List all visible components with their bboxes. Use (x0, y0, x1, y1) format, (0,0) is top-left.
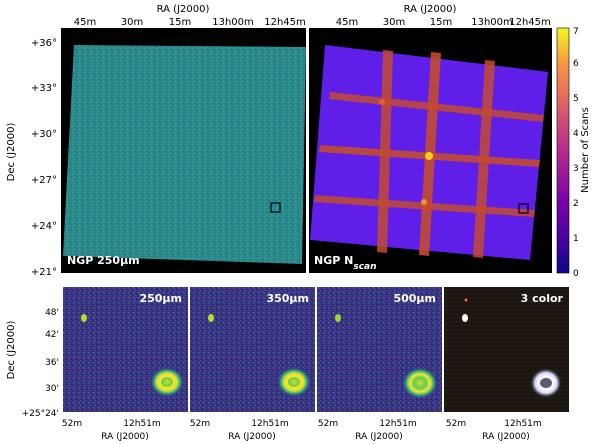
colorbar-tick: 7 (573, 27, 579, 37)
bottom-panel-3color: 3 color (444, 287, 569, 412)
ra-tick-labels-right: 45m 30m 15m 13h00m 12h45m (336, 17, 551, 28)
ra-tick: 13h00m (471, 17, 513, 28)
ra-tick: 12h51m (504, 419, 541, 429)
ra-tick: 52m (318, 419, 338, 429)
colorbar-tick: 3 (573, 164, 579, 174)
ra-tick: 12h45m (264, 17, 306, 28)
bottom-dec-ticks: 48' 42' 36' 30' +25°24' (22, 308, 59, 419)
galaxy-ring (286, 375, 302, 389)
band-label: 250μm (139, 292, 182, 305)
ra-axis-label: RA (J2000) (404, 4, 457, 15)
colorbar-tick: 2 (573, 199, 579, 209)
band-label: 3 color (521, 292, 564, 305)
colorbar: 0 1 2 3 4 5 6 7 Number of Scans (556, 27, 591, 279)
compact-source (335, 314, 341, 322)
colorbar-tick: 0 (573, 269, 579, 279)
ra-tick: 13h00m (212, 17, 254, 28)
dec-tick: 36' (45, 358, 59, 368)
ra-axis-label: RA (J2000) (228, 432, 276, 442)
dec-tick: +21° (31, 267, 57, 278)
dec-tick: 30' (45, 384, 59, 394)
panel-label: NGP 250μm (67, 254, 140, 267)
colorbar-tick: 5 (573, 94, 579, 104)
ra-tick-labels-left: 45m 30m 15m 13h00m 12h45m (74, 17, 306, 28)
bottom-panel-250: 250μm (63, 287, 188, 412)
colorbar-label: Number of Scans (580, 107, 591, 193)
dec-tick-labels: +36° +33° +30° +27° +24° +21° (31, 38, 57, 278)
panel-label: NGP Nscan (314, 254, 377, 272)
ngp-250-map (63, 45, 306, 264)
ra-tick: 52m (62, 419, 82, 429)
dec-tick: +25°24' (22, 409, 59, 419)
ra-tick: 52m (190, 419, 210, 429)
dec-tick: +30° (31, 129, 57, 140)
ra-tick: 45m (336, 17, 358, 28)
spiral-galaxy (402, 367, 438, 399)
ra-tick: 15m (169, 17, 191, 28)
dec-axis-label: Dec (J2000) (6, 321, 17, 380)
ra-tick: 15m (430, 17, 452, 28)
dec-tick: 48' (45, 308, 59, 318)
ra-tick: 30m (121, 17, 143, 28)
ra-tick: 12h45m (509, 17, 551, 28)
compact-source (462, 314, 468, 322)
galaxy-ring (159, 375, 175, 389)
galaxy-core (540, 378, 552, 388)
dec-tick: +27° (31, 175, 57, 186)
colorbar-tick: 1 (573, 234, 579, 244)
red-source (464, 298, 468, 302)
bottom-ra-ticks: 52m 12h51m 52m 12h51m 52m 12h51m 52m 12h… (62, 419, 542, 429)
ra-tick: 30m (383, 17, 405, 28)
dec-tick: +33° (31, 83, 57, 94)
dec-tick: 42' (45, 330, 59, 340)
ra-tick: 12h51m (251, 419, 288, 429)
bottom-panel-500: 500μm (317, 287, 442, 412)
overlap-hotspot (379, 99, 385, 105)
spiral-galaxy (277, 367, 311, 397)
compact-source (208, 314, 214, 322)
ra-tick: 12h51m (379, 419, 416, 429)
compact-source (81, 314, 87, 322)
colorbar-gradient (556, 27, 570, 274)
colorbar-tick: 6 (573, 59, 579, 69)
dec-tick: +24° (31, 221, 57, 232)
dec-tick: +36° (31, 38, 57, 49)
ra-tick: 45m (74, 17, 96, 28)
colorbar-tick: 4 (573, 129, 579, 139)
overlap-hotspot (421, 199, 427, 205)
band-label: 350μm (266, 292, 309, 305)
zoom-region-box (270, 202, 281, 213)
ra-axis-label: RA (J2000) (101, 432, 149, 442)
scan-overlap-stripe (314, 195, 535, 217)
spiral-galaxy (150, 367, 184, 397)
ra-tick: 12h51m (123, 419, 160, 429)
ra-axis-label: RA (J2000) (482, 432, 530, 442)
ra-axis-label: RA (J2000) (355, 432, 403, 442)
dec-axis-label: Dec (J2000) (6, 123, 17, 182)
bottom-panel-350: 350μm (190, 287, 315, 412)
ra-axis-label: RA (J2000) (157, 4, 210, 15)
overlap-hotspot (425, 152, 433, 160)
top-left-panel: NGP 250μm (61, 28, 306, 273)
band-label: 500μm (393, 292, 436, 305)
top-right-panel: NGP Nscan (309, 28, 552, 273)
ra-tick: 52m (446, 419, 466, 429)
zoom-region-box (518, 203, 529, 214)
